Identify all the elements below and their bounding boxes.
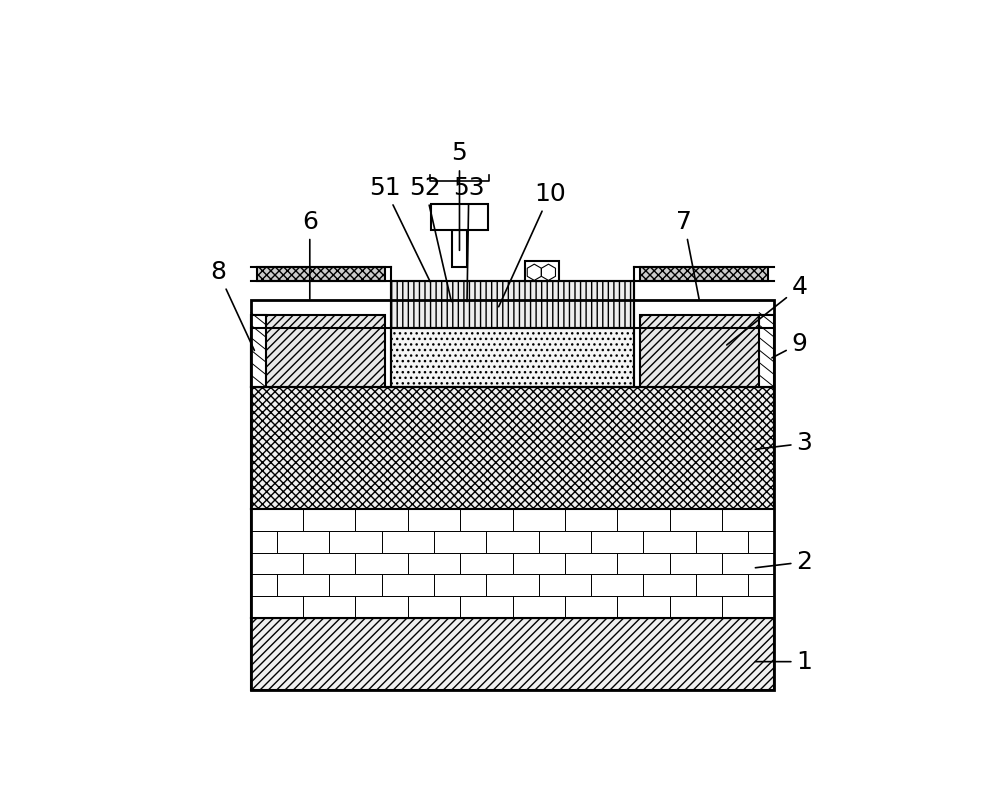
Bar [565, 552, 617, 574]
Bar [408, 509, 460, 531]
Text: 1: 1 [755, 650, 812, 674]
Bar [355, 596, 408, 618]
Bar [303, 509, 355, 531]
Bar [251, 316, 266, 387]
Text: 7: 7 [676, 210, 699, 299]
Text: 53: 53 [453, 176, 485, 301]
Bar [452, 230, 467, 267]
Bar [748, 531, 774, 552]
Bar [251, 300, 774, 690]
Bar [251, 509, 774, 618]
Bar [460, 509, 512, 531]
Bar [277, 531, 329, 552]
Bar [670, 552, 722, 574]
Bar [640, 316, 774, 387]
Bar [382, 574, 434, 596]
Bar [591, 531, 643, 552]
Bar [512, 552, 565, 574]
Bar [382, 531, 434, 552]
Bar [329, 574, 382, 596]
Bar [434, 574, 486, 596]
Text: 51: 51 [369, 176, 430, 282]
Bar [391, 328, 634, 387]
Bar [696, 574, 748, 596]
Text: 8: 8 [210, 260, 254, 351]
Text: 6: 6 [302, 210, 318, 299]
Text: 2: 2 [755, 550, 812, 573]
Bar [539, 531, 591, 552]
Bar [303, 552, 355, 574]
Bar [486, 531, 539, 552]
Bar [643, 531, 696, 552]
Bar [722, 596, 774, 618]
Bar [748, 574, 774, 596]
Bar [591, 574, 643, 596]
Bar [251, 552, 303, 574]
Bar [391, 281, 634, 328]
Text: 4: 4 [727, 275, 807, 345]
Bar [257, 267, 385, 281]
Bar [303, 596, 355, 618]
Text: 3: 3 [755, 432, 812, 455]
Polygon shape [541, 264, 555, 280]
Bar [251, 596, 303, 618]
Bar [696, 531, 748, 552]
Bar [251, 509, 303, 531]
Bar [512, 509, 565, 531]
Bar [722, 509, 774, 531]
Bar [539, 574, 591, 596]
Bar [759, 316, 774, 387]
Bar [408, 552, 460, 574]
Bar [670, 509, 722, 531]
Bar [486, 574, 539, 596]
Bar [355, 552, 408, 574]
Bar [251, 316, 385, 387]
Polygon shape [527, 264, 541, 280]
Bar [525, 262, 559, 281]
Bar [643, 574, 696, 596]
Bar [565, 509, 617, 531]
Text: 10: 10 [499, 182, 566, 307]
Text: 52: 52 [409, 176, 451, 301]
Text: 9: 9 [772, 331, 807, 358]
Bar [460, 552, 512, 574]
Bar [408, 596, 460, 618]
Bar [670, 596, 722, 618]
Bar [277, 574, 329, 596]
Bar [251, 574, 277, 596]
Bar [431, 204, 488, 230]
Bar [512, 596, 565, 618]
Bar [460, 596, 512, 618]
Bar [722, 552, 774, 574]
Bar [251, 387, 774, 509]
Bar [617, 552, 670, 574]
Bar [355, 509, 408, 531]
Bar [329, 531, 382, 552]
Bar [251, 618, 774, 690]
Bar [565, 596, 617, 618]
Bar [434, 531, 486, 552]
Bar [640, 267, 768, 281]
Bar [617, 509, 670, 531]
Text: 5: 5 [452, 141, 467, 250]
Bar [617, 596, 670, 618]
Bar [251, 531, 277, 552]
